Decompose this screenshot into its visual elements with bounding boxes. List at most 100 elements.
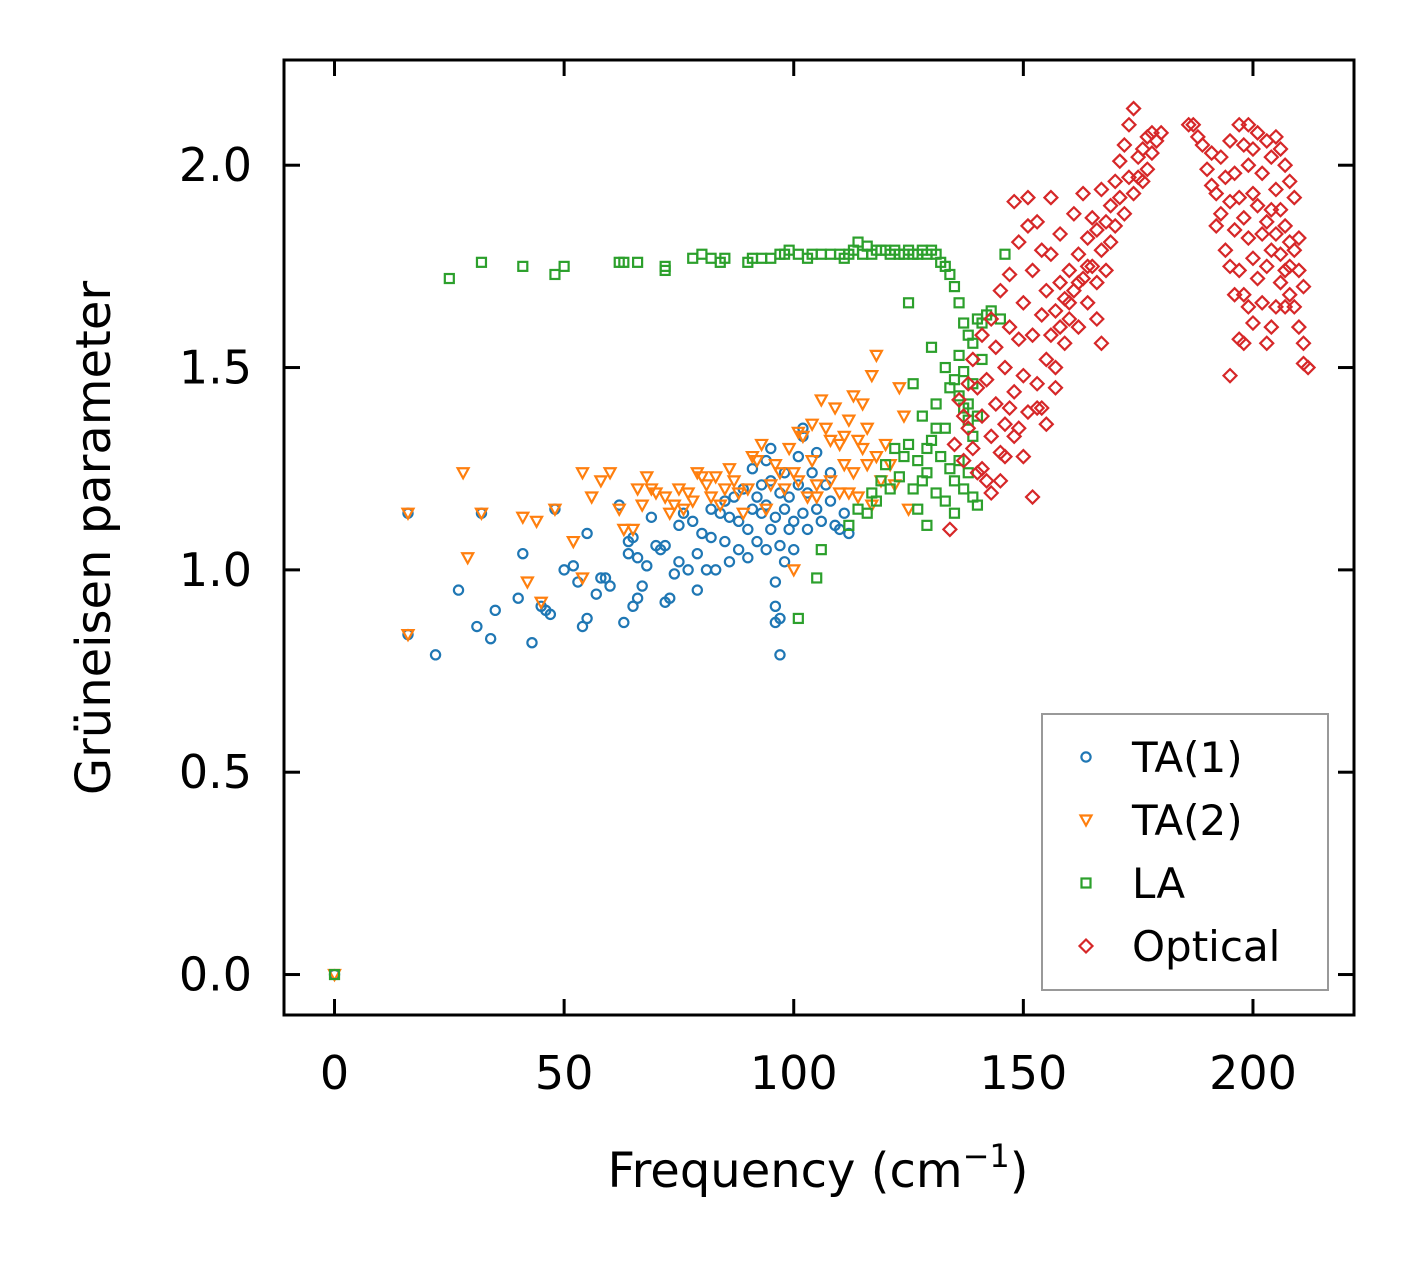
data-point bbox=[1240, 116, 1257, 133]
data-point bbox=[1070, 319, 1087, 336]
data-point bbox=[778, 556, 791, 568]
data-point bbox=[1217, 242, 1234, 259]
data-point bbox=[1134, 140, 1151, 158]
data-point bbox=[1139, 128, 1156, 145]
data-point bbox=[951, 391, 968, 408]
data-point bbox=[892, 382, 907, 396]
data-point bbox=[1125, 185, 1142, 202]
data-point bbox=[1079, 294, 1096, 311]
data-point bbox=[1263, 319, 1280, 336]
data-point bbox=[611, 503, 627, 517]
data-point bbox=[1286, 189, 1303, 206]
data-point bbox=[916, 410, 928, 422]
legend-marker bbox=[1080, 751, 1092, 763]
data-point bbox=[1221, 132, 1239, 149]
data-point bbox=[1111, 153, 1128, 170]
series-optical bbox=[941, 100, 1317, 538]
data-point bbox=[832, 487, 848, 501]
data-point bbox=[565, 535, 581, 550]
data-point bbox=[1001, 266, 1018, 283]
data-point bbox=[778, 503, 791, 515]
data-point bbox=[804, 418, 820, 432]
data-point bbox=[1070, 274, 1087, 291]
data-point bbox=[1088, 221, 1105, 239]
data-point bbox=[960, 420, 977, 437]
data-point bbox=[726, 475, 742, 489]
data-point bbox=[694, 471, 710, 485]
data-point bbox=[732, 515, 745, 528]
data-point bbox=[907, 483, 919, 495]
data-point bbox=[712, 499, 728, 513]
y-tick-label: 0.0 bbox=[179, 948, 252, 1002]
data-point bbox=[512, 592, 524, 604]
data-point bbox=[1065, 205, 1082, 222]
data-point bbox=[815, 544, 827, 556]
data-point bbox=[978, 371, 995, 388]
data-point bbox=[1088, 274, 1105, 291]
data-point bbox=[604, 580, 616, 592]
data-point bbox=[1015, 448, 1032, 465]
data-point bbox=[838, 507, 850, 519]
data-point bbox=[1295, 278, 1312, 295]
data-point bbox=[836, 430, 852, 445]
data-point bbox=[471, 620, 483, 633]
data-point bbox=[1052, 274, 1069, 291]
data-point bbox=[852, 503, 864, 515]
data-point bbox=[1061, 294, 1078, 311]
data-point bbox=[631, 552, 644, 564]
data-point bbox=[958, 483, 970, 495]
data-point bbox=[769, 600, 782, 612]
data-point bbox=[1272, 140, 1289, 158]
data-point bbox=[1052, 319, 1069, 336]
data-point bbox=[1038, 282, 1055, 299]
data-point bbox=[953, 297, 965, 309]
data-point bbox=[797, 507, 809, 519]
data-point bbox=[517, 547, 529, 560]
ticks-layer bbox=[284, 60, 1354, 1015]
data-point bbox=[1290, 262, 1307, 279]
data-point bbox=[475, 256, 488, 268]
data-point bbox=[1221, 367, 1239, 384]
y-tick-label: 1.0 bbox=[179, 543, 252, 597]
data-point bbox=[687, 515, 699, 528]
data-point bbox=[1235, 209, 1252, 226]
data-point bbox=[783, 491, 795, 503]
x-tick-label: 0 bbox=[320, 1046, 349, 1100]
data-point bbox=[758, 503, 774, 517]
data-point bbox=[1097, 213, 1115, 230]
data-point bbox=[1047, 379, 1064, 396]
data-point bbox=[1203, 145, 1220, 162]
data-point bbox=[832, 438, 848, 453]
data-point bbox=[529, 515, 544, 530]
data-point bbox=[717, 483, 733, 497]
data-point bbox=[703, 491, 719, 505]
data-point bbox=[1061, 310, 1078, 328]
x-tick-labels: 0 50 100 150 200 bbox=[320, 1046, 1297, 1100]
data-point bbox=[985, 305, 997, 317]
data-point bbox=[460, 552, 476, 566]
data-point bbox=[1075, 185, 1092, 202]
data-point bbox=[1047, 302, 1064, 319]
data-point bbox=[760, 543, 772, 556]
data-point bbox=[983, 428, 1000, 445]
data-point bbox=[400, 507, 416, 522]
data-point bbox=[1052, 225, 1069, 243]
data-point bbox=[1267, 298, 1284, 315]
data-point bbox=[575, 572, 590, 586]
data-point bbox=[813, 394, 829, 408]
data-point bbox=[1272, 201, 1289, 218]
data-point bbox=[1244, 185, 1262, 202]
data-point bbox=[824, 495, 837, 507]
data-point bbox=[824, 248, 837, 260]
data-point bbox=[1029, 213, 1046, 230]
data-point bbox=[781, 442, 797, 457]
data-point bbox=[634, 499, 650, 513]
data-point bbox=[925, 341, 938, 353]
data-point bbox=[1024, 327, 1041, 344]
data-point bbox=[691, 547, 704, 560]
data-point bbox=[1286, 242, 1303, 259]
data-point bbox=[925, 434, 938, 446]
data-point bbox=[517, 260, 529, 272]
data-point bbox=[1130, 149, 1147, 166]
data-point bbox=[1180, 116, 1197, 133]
